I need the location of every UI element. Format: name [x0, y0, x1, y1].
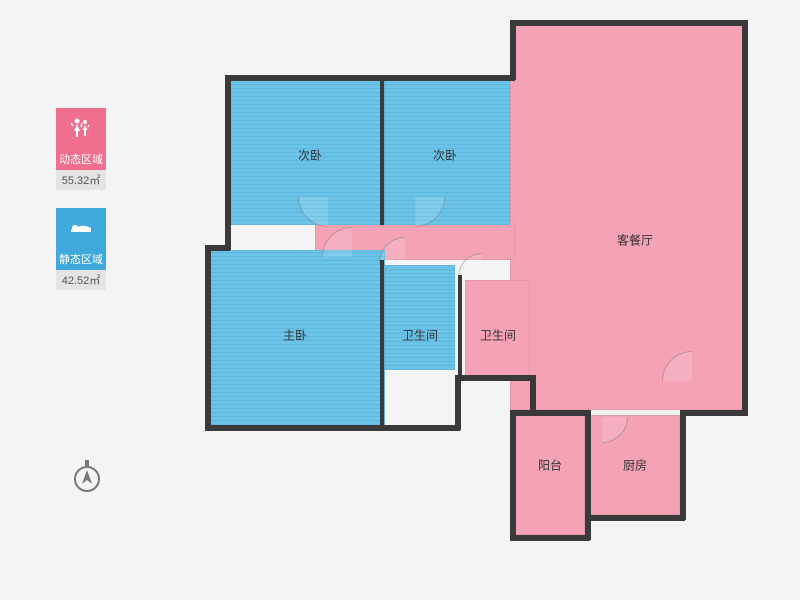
legend-dynamic-value: 55.32㎡: [56, 170, 106, 190]
room-label-kitchen: 厨房: [623, 457, 647, 474]
room-label-sec-bed-1: 次卧: [298, 147, 322, 164]
wall: [205, 245, 230, 251]
legend-static: 静态区域 42.52㎡: [56, 208, 126, 290]
wall: [510, 535, 590, 541]
wall: [380, 260, 384, 425]
people-icon: [56, 108, 106, 148]
room-balcony: [515, 415, 585, 535]
wall: [510, 410, 590, 416]
compass-icon: [72, 460, 102, 490]
legend: 动态区域 55.32㎡ 静态区域 42.52㎡: [56, 108, 126, 308]
room-label-balcony: 阳台: [538, 457, 562, 474]
wall: [680, 410, 748, 416]
wall: [510, 20, 516, 80]
floorplan: 客餐厅 次卧 次卧主卧 卫生间 卫生间厨房 阳台: [210, 25, 745, 575]
wall: [225, 75, 231, 250]
room-bath-1: [385, 265, 455, 370]
legend-dynamic-label: 动态区域: [56, 148, 106, 170]
room-label-living: 客餐厅: [617, 232, 653, 249]
room-label-sec-bed-2: 次卧: [433, 147, 457, 164]
wall: [380, 80, 384, 225]
wall: [742, 20, 748, 415]
legend-static-value: 42.52㎡: [56, 270, 106, 290]
wall: [510, 20, 748, 26]
wall: [225, 75, 515, 81]
wall: [680, 410, 686, 520]
room-living: [510, 25, 745, 410]
room-label-bath-2: 卫生间: [480, 327, 516, 344]
wall: [205, 245, 211, 430]
legend-dynamic: 动态区域 55.32㎡: [56, 108, 126, 190]
room-label-master-bed: 主卧: [283, 327, 307, 344]
wall: [510, 410, 516, 540]
room-label-bath-1: 卫生间: [402, 327, 438, 344]
wall: [455, 375, 461, 430]
legend-static-label: 静态区域: [56, 248, 106, 270]
wall: [585, 515, 685, 521]
sleep-icon: [56, 208, 106, 248]
wall: [458, 275, 462, 375]
wall: [530, 375, 536, 415]
wall: [455, 375, 535, 381]
wall: [205, 425, 460, 431]
